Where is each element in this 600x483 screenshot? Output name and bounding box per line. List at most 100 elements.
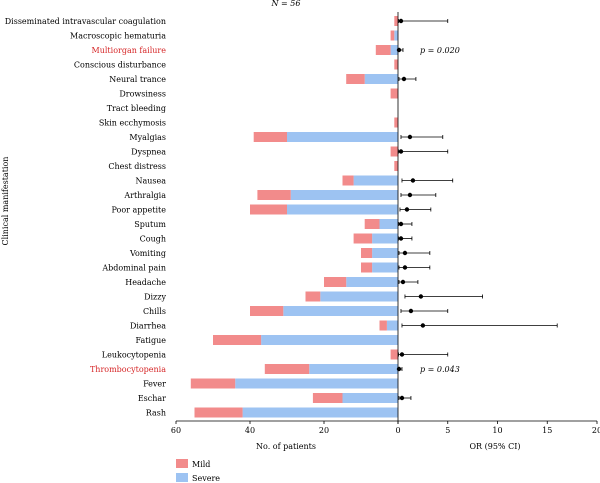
bar-mild (257, 190, 291, 200)
x-tick-label: 15 (542, 426, 552, 435)
or-point (407, 134, 413, 140)
or-point (418, 294, 424, 299)
chart-subtitle: N = 56 (271, 0, 301, 8)
bar-severe (309, 364, 398, 374)
bar-severe (364, 74, 398, 84)
or-point (407, 192, 413, 198)
category-label: Abdominal pain (101, 264, 166, 273)
legend-swatch (176, 473, 188, 482)
x-axis-label-patients: No. of patients (256, 442, 316, 451)
category-label: Diarrhea (130, 322, 166, 331)
bar-severe (386, 320, 398, 331)
bar-mild (390, 146, 398, 157)
legend-label: Mild (192, 460, 210, 469)
p-value-annotation: p = 0.043 (420, 365, 460, 374)
bar-mild (353, 233, 373, 244)
category-label: Sputum (134, 220, 166, 229)
category-label: Skin ecchymosis (99, 119, 166, 128)
category-label: Dyspnea (131, 148, 166, 157)
x-tick-label: 0 (395, 426, 400, 435)
or-point (404, 207, 410, 212)
or-point (402, 265, 408, 270)
x-axis-label-or: OR (95% CI) (470, 442, 521, 451)
or-point (399, 352, 405, 357)
category-label: Fatigue (135, 336, 166, 345)
bar-mild (394, 161, 398, 171)
bar-mild (213, 335, 262, 345)
category-label: Vomiting (129, 249, 166, 258)
category-label: Poor appetite (111, 206, 166, 215)
bar-mild (346, 74, 365, 84)
category-label: Thrombocytopenia (90, 365, 166, 374)
x-tick-label: 20 (319, 426, 329, 435)
bar-severe (287, 132, 398, 142)
or-point (402, 250, 408, 256)
bar-severe (353, 175, 398, 186)
bar-mild (305, 291, 321, 302)
bar-mild (390, 88, 398, 99)
bar-mild (364, 219, 380, 229)
p-value-annotation: p = 0.020 (420, 46, 460, 55)
legend: Mild Severe (176, 459, 220, 483)
or-point (398, 18, 404, 24)
category-label: Leukocytopenia (102, 351, 166, 360)
bar-panel (190, 16, 398, 418)
bar-severe (346, 277, 398, 287)
bar-mild (250, 204, 287, 215)
bar-severe (290, 190, 398, 200)
or-point (420, 323, 426, 328)
or-point (410, 178, 416, 183)
category-label: Chills (143, 307, 166, 316)
category-label: Drowsiness (119, 90, 166, 99)
or-point (400, 279, 406, 285)
bar-mild (394, 59, 398, 70)
category-label: Headache (125, 278, 166, 287)
bar-severe (372, 248, 398, 258)
bar-severe (242, 407, 398, 418)
category-label: Macroscopic hematuria (70, 32, 166, 41)
bar-severe (372, 233, 398, 244)
bar-severe (287, 204, 398, 215)
category-label: Eschar (138, 394, 166, 403)
bar-mild (394, 16, 398, 26)
x-tick-label: 60 (171, 426, 181, 435)
category-label: Arthralgia (123, 191, 166, 200)
bar-mild (361, 248, 373, 258)
bar-mild (375, 45, 391, 55)
x-tick-label: 10 (492, 426, 502, 435)
category-label: Chest distress (108, 162, 166, 171)
category-label: Dizzy (144, 293, 166, 302)
or-point (396, 366, 402, 372)
bar-mild (194, 407, 243, 418)
category-label: Fever (143, 380, 166, 389)
bar-mild (342, 175, 354, 186)
bar-severe (390, 45, 398, 55)
bar-severe (283, 306, 398, 316)
or-point (398, 236, 404, 241)
legend-swatch (176, 459, 188, 468)
x-tick-label: 5 (445, 426, 450, 435)
bar-mild (394, 117, 398, 128)
bar-severe (342, 393, 398, 403)
category-label: Disseminated intravascular coagulation (5, 17, 166, 26)
axes: 60 40 20 0 5 10 15 20 (171, 12, 600, 435)
y-axis-label: Clinical manifestation (1, 157, 10, 246)
bar-mild (390, 349, 398, 360)
bar-mild (253, 132, 287, 142)
x-tick-label: 20 (592, 426, 600, 435)
forest-panel: p = 0.020 p = 0.043 (396, 18, 558, 401)
bar-mild (250, 306, 284, 316)
bar-mild (190, 378, 236, 389)
category-label: Conscious disturbance (74, 61, 166, 70)
bar-mild (324, 277, 347, 287)
bar-mild (390, 30, 395, 41)
category-label: Myalgias (129, 133, 166, 142)
category-label: Nausea (135, 177, 166, 186)
category-label: Rash (146, 409, 166, 418)
bar-mild (264, 364, 310, 374)
bar-severe (320, 291, 398, 302)
category-label: Cough (140, 235, 166, 244)
legend-label: Severe (192, 474, 220, 483)
category-label: Neural trance (109, 75, 166, 84)
